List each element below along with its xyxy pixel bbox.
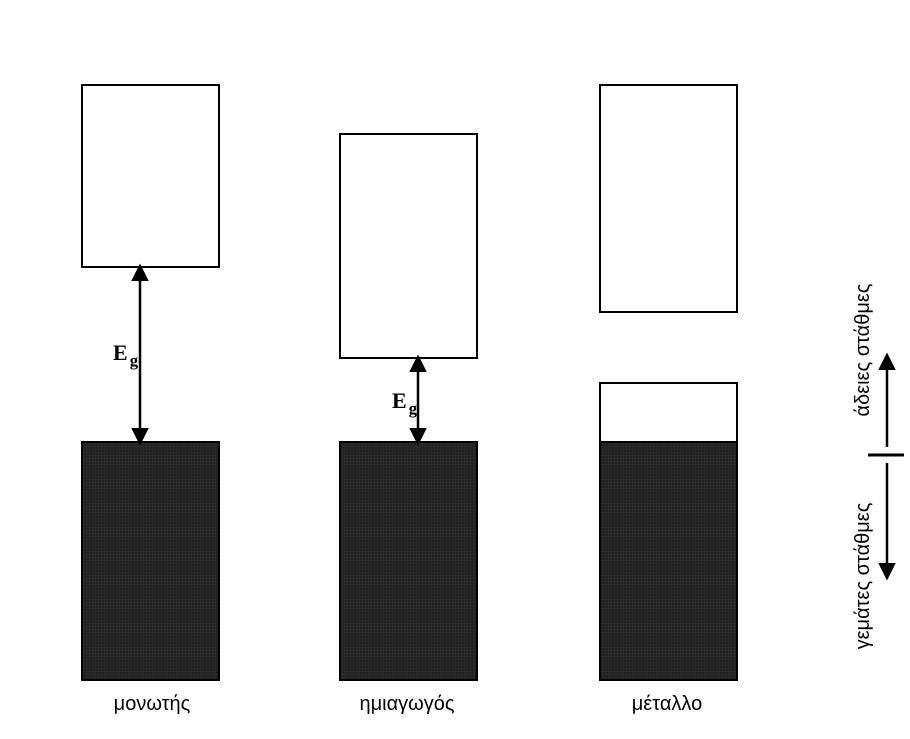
full-states-label: γεμάτες στάθμες xyxy=(852,502,874,649)
metal-valence-band-filled xyxy=(600,442,737,680)
metal-conduction-band xyxy=(600,85,737,312)
semiconductor-conduction-band xyxy=(340,134,477,358)
semiconductor-label: ημιαγωγός xyxy=(359,693,454,715)
empty-states-label: άδειες στάθμες xyxy=(852,283,874,416)
semiconductor-eg-label: Eg xyxy=(392,388,418,418)
insulator-eg-label: Eg xyxy=(113,340,139,370)
insulator-valence-band xyxy=(82,442,219,680)
metal-label: μέταλλο xyxy=(632,693,702,715)
insulator-label: μονωτής xyxy=(114,693,191,715)
band-diagram: Eg μονωτής Eg ημιαγωγός μέταλλο άδειες στάθμε… xyxy=(0,0,910,739)
insulator-conduction-band xyxy=(82,85,219,267)
semiconductor-valence-band xyxy=(340,442,477,680)
